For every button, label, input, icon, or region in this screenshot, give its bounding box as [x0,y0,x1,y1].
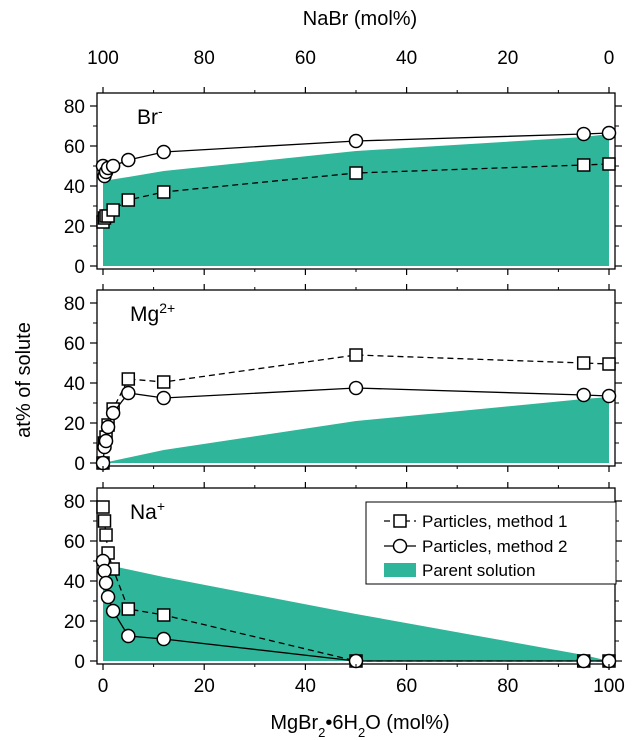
method2-point [121,152,136,168]
method2-point [121,385,136,401]
ion-label-Br: Br- [137,103,163,129]
bottom-axis-tick-label: 0 [98,676,109,697]
y-tick-label-Na: 40 [64,572,85,593]
y-tick-label-Na: 60 [64,532,85,553]
top-axis-tick-label: 100 [87,48,119,69]
method1-point [121,602,136,616]
top-axis-tick-label: 80 [194,48,215,69]
method2-point [105,603,121,619]
method1-point [602,357,616,371]
method1-point [576,356,591,370]
bottom-axis-tick-label: 20 [194,676,215,697]
y-tick-label-Br: 80 [64,97,85,118]
method1-point [156,375,171,389]
method1-point [97,514,112,528]
y-tick-label-Br: 40 [64,177,85,198]
top-axis-tick-label: 0 [604,48,615,69]
method2-point [100,589,116,605]
method1-point [121,372,136,386]
bottom-axis-tick-label: 40 [295,676,316,697]
legend-parent-swatch [384,563,416,577]
bottom-axis-tick-label: 80 [497,676,518,697]
method2-point [105,405,121,421]
y-tick-label-Mg: 60 [64,334,85,355]
parent-solution-area-Mg [103,397,609,463]
y-tick-label-Mg: 80 [64,294,85,315]
y-tick-label-Br: 60 [64,137,85,158]
method1-point [106,203,120,217]
panel-Br: 0 20 40 60 80 Br- [64,87,622,278]
y-tick-label-Mg: 0 [74,454,85,475]
ion-label-Mg: Mg2+ [130,300,175,326]
top-axis-tick-label: 40 [396,48,417,69]
legend-method1-marker [393,514,407,528]
legend: Particles, method 1 Particles, method 2 … [365,501,617,585]
legend-method2-label: Particles, method 2 [422,537,568,556]
ion-label-Na: Na+ [130,498,165,524]
panel-Mg: 0 20 40 60 80 Mg2+ [64,284,622,475]
method2-point [576,126,591,142]
method2-point [348,380,364,396]
method1-point [576,158,591,172]
panel-Na: 0 20 40 60 80 Na+ [64,482,622,673]
top-axis-tick-label: 20 [497,48,518,69]
top-axis-tick-label: 60 [295,48,316,69]
method2-point [98,433,114,449]
method1-point [349,348,363,362]
method2-point [348,133,364,149]
method1-point [121,193,136,207]
y-axis-title: at% of solute [13,322,35,438]
method2-point [105,158,121,174]
method1-point [156,608,171,622]
method2-point [576,387,591,403]
method2-point [156,390,171,406]
panels-group: 0 20 40 60 80 Br- 0 20 40 60 80 Mg2+ 0 20 40 60 80 Na+ 100… [64,48,625,697]
method1-point [99,528,113,542]
y-tick-label-Na: 20 [64,612,85,633]
ion-label-charge: + [157,498,165,514]
method2-point [576,653,591,669]
method2-point [156,144,171,160]
y-tick-label-Br: 0 [74,257,85,278]
y-tick-label-Mg: 20 [64,414,85,435]
legend-parent-label: Parent solution [422,561,535,580]
y-tick-label-Br: 20 [64,217,85,238]
legend-method1-label: Particles, method 1 [422,512,568,531]
bottom-axis-tick-label: 100 [593,676,625,697]
method2-point [348,653,364,669]
ion-label-charge: - [158,103,163,119]
y-tick-label-Na: 80 [64,492,85,513]
bottom-axis-tick-label: 60 [396,676,417,697]
legend-method2-marker [392,538,408,554]
top-axis-title: NaBr (mol%) [303,8,417,30]
ion-label-charge: 2+ [159,300,175,316]
method2-point [601,388,617,404]
method1-point [96,500,110,514]
method2-point [100,419,116,435]
y-tick-label-Mg: 40 [64,374,85,395]
method1-point [349,166,363,180]
method2-point [601,125,617,141]
method2-point [98,575,114,591]
bottom-axis-title: MgBr2•6H2O (mol%) [270,712,449,740]
method2-point [97,563,112,579]
method1-point [602,157,616,171]
method1-point [156,185,171,199]
parent-solution-area-Br [103,134,609,266]
method2-point [121,628,136,644]
parent-solution-area-Na [103,564,609,661]
method2-point [156,631,171,647]
y-tick-label-Na: 0 [74,652,85,673]
